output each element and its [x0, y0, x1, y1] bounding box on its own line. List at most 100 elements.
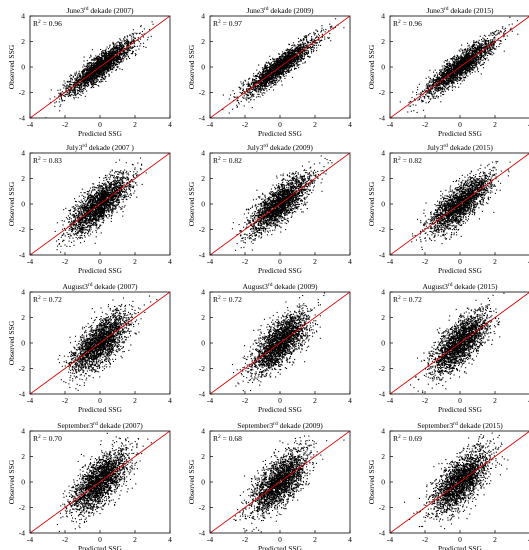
scatter-point — [233, 93, 236, 95]
scatter-point — [289, 69, 291, 72]
scatter-point — [309, 46, 311, 49]
scatter-point — [253, 79, 255, 81]
scatter-point — [280, 58, 282, 60]
scatter-point — [118, 46, 120, 48]
scatter-point — [271, 76, 274, 78]
scatter-point — [298, 50, 300, 52]
scatter-point — [272, 82, 274, 84]
scatter-point — [280, 59, 283, 62]
scatter-point — [246, 96, 248, 98]
scatter-point — [111, 68, 113, 70]
scatter-point — [105, 48, 107, 50]
scatter-point — [264, 79, 266, 81]
scatter-point — [264, 67, 266, 69]
scatter-point — [248, 87, 250, 90]
scatter-point — [88, 71, 90, 73]
scatter-point — [116, 47, 118, 49]
scatter-point — [130, 42, 132, 45]
scatter-point — [134, 55, 137, 57]
scatter-point — [291, 66, 293, 68]
scatter-point — [97, 68, 99, 70]
scatter-point — [329, 27, 332, 29]
scatter-point — [81, 91, 83, 93]
scatter-point — [297, 56, 299, 58]
scatter-point — [112, 41, 114, 43]
scatter-point — [278, 70, 280, 72]
scatter-point — [104, 69, 106, 71]
scatter-point — [79, 89, 82, 91]
scatter-point — [74, 85, 76, 87]
scatter-point — [293, 55, 295, 57]
scatter-point — [83, 70, 85, 72]
scatter-point — [313, 33, 315, 35]
scatter-point — [291, 59, 293, 61]
scatter-point — [273, 72, 275, 74]
scatter-point — [270, 65, 272, 67]
scatter-point — [265, 82, 267, 84]
scatter-point — [318, 39, 320, 41]
scatter-point — [265, 81, 267, 83]
scatter-point — [275, 79, 278, 82]
scatter-point — [109, 69, 111, 71]
scatter-point — [114, 57, 116, 59]
scatter-point — [106, 57, 108, 59]
scatter-point — [109, 65, 111, 67]
scatter-point — [276, 73, 278, 75]
scatter-point — [257, 90, 259, 92]
scatter-point — [74, 92, 76, 95]
scatter-point — [253, 87, 255, 89]
scatter-point — [89, 77, 91, 79]
scatter-point — [255, 80, 257, 82]
scatter-point — [275, 84, 277, 86]
scatter-point — [91, 83, 93, 85]
scatter-point — [275, 75, 277, 77]
scatter-point — [289, 62, 291, 64]
scatter-point — [95, 63, 97, 65]
scatter-point — [254, 75, 256, 77]
scatter-point — [87, 76, 90, 78]
scatter-point — [84, 85, 86, 87]
scatter-point — [100, 77, 102, 79]
scatter-point — [257, 93, 259, 95]
scatter-point — [75, 79, 77, 81]
scatter-point — [101, 74, 103, 76]
scatter-point — [278, 76, 281, 78]
scatter-point — [151, 21, 153, 23]
scatter-point — [281, 56, 283, 58]
scatter-point — [279, 76, 281, 78]
scatter-point — [97, 67, 99, 69]
scatter-point — [272, 82, 274, 84]
scatter-point — [289, 51, 291, 54]
scatter-point — [89, 80, 91, 82]
scatter-point — [89, 62, 91, 64]
scatter-point — [299, 53, 302, 55]
scatter-point — [277, 69, 279, 71]
scatter-point — [285, 60, 287, 62]
scatter-point — [321, 25, 323, 27]
scatter-point — [267, 79, 269, 81]
scatter-point — [70, 84, 72, 86]
scatter-point — [129, 34, 131, 36]
scatter-point — [280, 64, 282, 67]
scatter-point — [283, 69, 285, 71]
scatter-point — [97, 62, 99, 64]
scatter-point — [98, 63, 100, 65]
scatter-point — [79, 91, 82, 93]
scatter-point — [293, 60, 295, 63]
scatter-point — [292, 53, 294, 55]
scatter-point — [70, 91, 72, 94]
scatter-point — [252, 88, 254, 90]
scatter-point — [253, 83, 255, 85]
scatter-point — [128, 44, 130, 46]
scatter-point — [101, 64, 103, 66]
scatter-point — [264, 82, 266, 84]
scatter-point — [93, 67, 95, 69]
scatter-point — [114, 63, 116, 65]
scatter-point — [102, 62, 104, 64]
scatter-point — [269, 55, 271, 57]
scatter-point — [282, 73, 284, 75]
scatter-point — [286, 65, 288, 68]
scatter-point — [111, 68, 113, 70]
